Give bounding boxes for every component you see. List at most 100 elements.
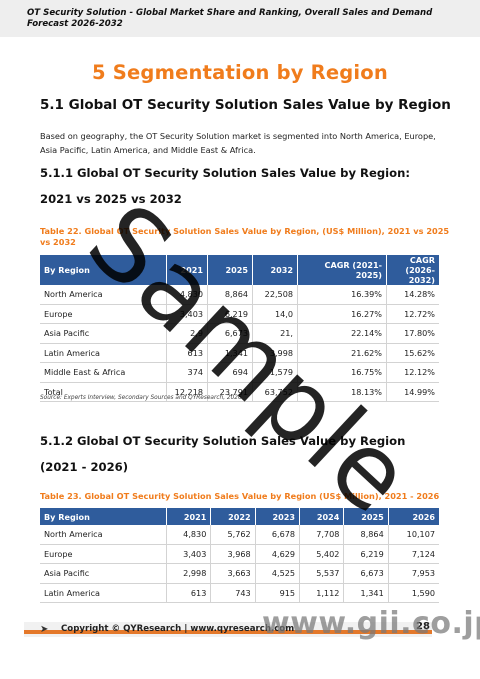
table-cell: 17.80% bbox=[386, 323, 439, 344]
table-cell: 63,752 bbox=[252, 382, 298, 402]
subsection-2-heading: 5.1.2 Global OT Security Solution Sales … bbox=[40, 434, 406, 474]
table-cell: Europe bbox=[40, 304, 167, 324]
column-header: 2026 bbox=[388, 508, 439, 525]
table-cell: 22.14% bbox=[297, 323, 387, 344]
table-cell: Asia Pacific bbox=[40, 323, 167, 344]
table-22-caption: Table 22. Global OT Security Solution Sa… bbox=[40, 226, 450, 247]
column-header: CAGR (2021-2025) bbox=[297, 255, 387, 285]
table-header-row: By Region 2021 2025 2032 CAGR (2021-2025… bbox=[40, 255, 439, 285]
table-cell: 4,830 bbox=[166, 285, 208, 305]
section-heading: 5.1 Global OT Security Solution Sales Va… bbox=[40, 97, 451, 113]
column-header: CAGR (2026-2032) bbox=[386, 255, 439, 285]
table-cell: 12.72% bbox=[386, 304, 439, 324]
table-row: Asia Pacific 2,998 3,663 4,525 5,537 6,6… bbox=[40, 563, 439, 584]
table-cell: 15.62% bbox=[386, 343, 439, 363]
table-cell: 16.75% bbox=[297, 362, 387, 383]
column-header: 2032 bbox=[252, 255, 298, 285]
column-header: 2022 bbox=[210, 508, 256, 525]
table-22: By Region 2021 2025 2032 CAGR (2021-2025… bbox=[40, 255, 439, 402]
table-cell: 8,864 bbox=[207, 285, 253, 305]
table-cell: 22,508 bbox=[252, 285, 298, 305]
table-cell: Middle East & Africa bbox=[40, 362, 167, 383]
table-row: Latin America 613 1,341 3,998 21.62% 15.… bbox=[40, 343, 439, 363]
table-cell: 2,998 bbox=[166, 563, 212, 584]
table-cell: 1,590 bbox=[388, 583, 439, 603]
table-cell: North America bbox=[40, 285, 167, 305]
arrow-right-icon: ➤ bbox=[40, 624, 49, 635]
column-header: 2021 bbox=[166, 255, 208, 285]
column-header: 2024 bbox=[299, 508, 345, 525]
table-row: North America 4,830 5,762 6,678 7,708 8,… bbox=[40, 525, 439, 545]
table-cell: 743 bbox=[210, 583, 256, 603]
table-total-row: Total 12,218 23,791 63,752 18.13% 14.99% bbox=[40, 382, 439, 402]
table-cell: 915 bbox=[255, 583, 301, 603]
table-cell: 7,708 bbox=[299, 525, 345, 545]
table-cell: 16.39% bbox=[297, 285, 387, 305]
table-cell: 6,673 bbox=[207, 323, 253, 344]
chapter-title: 5 Segmentation by Region bbox=[92, 61, 388, 84]
table-cell: 694 bbox=[207, 362, 253, 383]
table-cell: Europe bbox=[40, 544, 167, 564]
table-cell: 6,678 bbox=[255, 525, 301, 545]
table-cell: 3,663 bbox=[210, 563, 256, 584]
column-header: 2023 bbox=[255, 508, 301, 525]
table-cell: 21.62% bbox=[297, 343, 387, 363]
table-row: Europe 3,403 3,968 4,629 5,402 6,219 7,1… bbox=[40, 544, 439, 564]
table-cell: 2,9 bbox=[166, 323, 208, 344]
table-cell: North America bbox=[40, 525, 167, 545]
table-cell: 1,341 bbox=[207, 343, 253, 363]
table-row: Europe 3,403 6,219 14,0 16.27% 12.72% bbox=[40, 304, 439, 324]
table-cell: 8,864 bbox=[343, 525, 389, 545]
column-header: 2025 bbox=[343, 508, 389, 525]
table-cell: 6,219 bbox=[207, 304, 253, 324]
table-cell: 5,762 bbox=[210, 525, 256, 545]
table-cell: 613 bbox=[166, 343, 208, 363]
table-row: Middle East & Africa 374 694 1,579 16.75… bbox=[40, 362, 439, 383]
table-cell: Asia Pacific bbox=[40, 563, 167, 584]
table-row: Latin America 613 743 915 1,112 1,341 1,… bbox=[40, 583, 439, 603]
table-row: Asia Pacific 2,9 6,673 21, 22.14% 17.80% bbox=[40, 323, 439, 344]
table-cell: 4,525 bbox=[255, 563, 301, 584]
table-cell: 6,219 bbox=[343, 544, 389, 564]
table-cell: 1,112 bbox=[299, 583, 345, 603]
table-23: By Region 2021 2022 2023 2024 2025 2026 … bbox=[40, 508, 439, 603]
subsection-1-heading: 5.1.1 Global OT Security Solution Sales … bbox=[40, 166, 410, 206]
table-cell: 21, bbox=[252, 323, 298, 344]
column-header: By Region bbox=[40, 255, 167, 285]
table-cell: 3,998 bbox=[252, 343, 298, 363]
table-cell: 10,107 bbox=[388, 525, 439, 545]
table-cell: 4,629 bbox=[255, 544, 301, 564]
table-cell: 12,218 bbox=[166, 382, 208, 402]
table-cell: 613 bbox=[166, 583, 212, 603]
table-cell: 1,579 bbox=[252, 362, 298, 383]
table-header-row: By Region 2021 2022 2023 2024 2025 2026 bbox=[40, 508, 439, 525]
table-cell: 3,403 bbox=[166, 304, 208, 324]
table-cell: 14.99% bbox=[386, 382, 439, 402]
report-title: OT Security Solution - Global Market Sha… bbox=[27, 8, 433, 29]
table-cell: Latin America bbox=[40, 343, 167, 363]
table-cell: Latin America bbox=[40, 583, 167, 603]
table-cell: 3,403 bbox=[166, 544, 212, 564]
table-row: North America 4,830 8,864 22,508 16.39% … bbox=[40, 285, 439, 305]
column-header: 2021 bbox=[166, 508, 212, 525]
table-cell: 7,953 bbox=[388, 563, 439, 584]
page-number: 28 bbox=[416, 621, 430, 632]
header-bar: OT Security Solution - Global Market Sha… bbox=[0, 0, 480, 37]
table-cell: 12.12% bbox=[386, 362, 439, 383]
table-23-caption: Table 23. Global OT Security Solution Sa… bbox=[40, 491, 440, 501]
table-cell: 5,537 bbox=[299, 563, 345, 584]
table-cell: 6,673 bbox=[343, 563, 389, 584]
footer-accent-line bbox=[24, 630, 432, 634]
column-header: 2025 bbox=[207, 255, 253, 285]
table-cell: 18.13% bbox=[297, 382, 387, 402]
table-cell: 374 bbox=[166, 362, 208, 383]
column-header: By Region bbox=[40, 508, 167, 525]
table-cell: 1,341 bbox=[343, 583, 389, 603]
table-cell: 5,402 bbox=[299, 544, 345, 564]
table-cell: 4,830 bbox=[166, 525, 212, 545]
table-cell: 14,0 bbox=[252, 304, 298, 324]
table-cell: 14.28% bbox=[386, 285, 439, 305]
table-cell: Total bbox=[40, 382, 167, 402]
table-source-note: Source: Experts Interview, Secondary Sou… bbox=[40, 395, 242, 401]
table-cell: 23,791 bbox=[207, 382, 253, 402]
